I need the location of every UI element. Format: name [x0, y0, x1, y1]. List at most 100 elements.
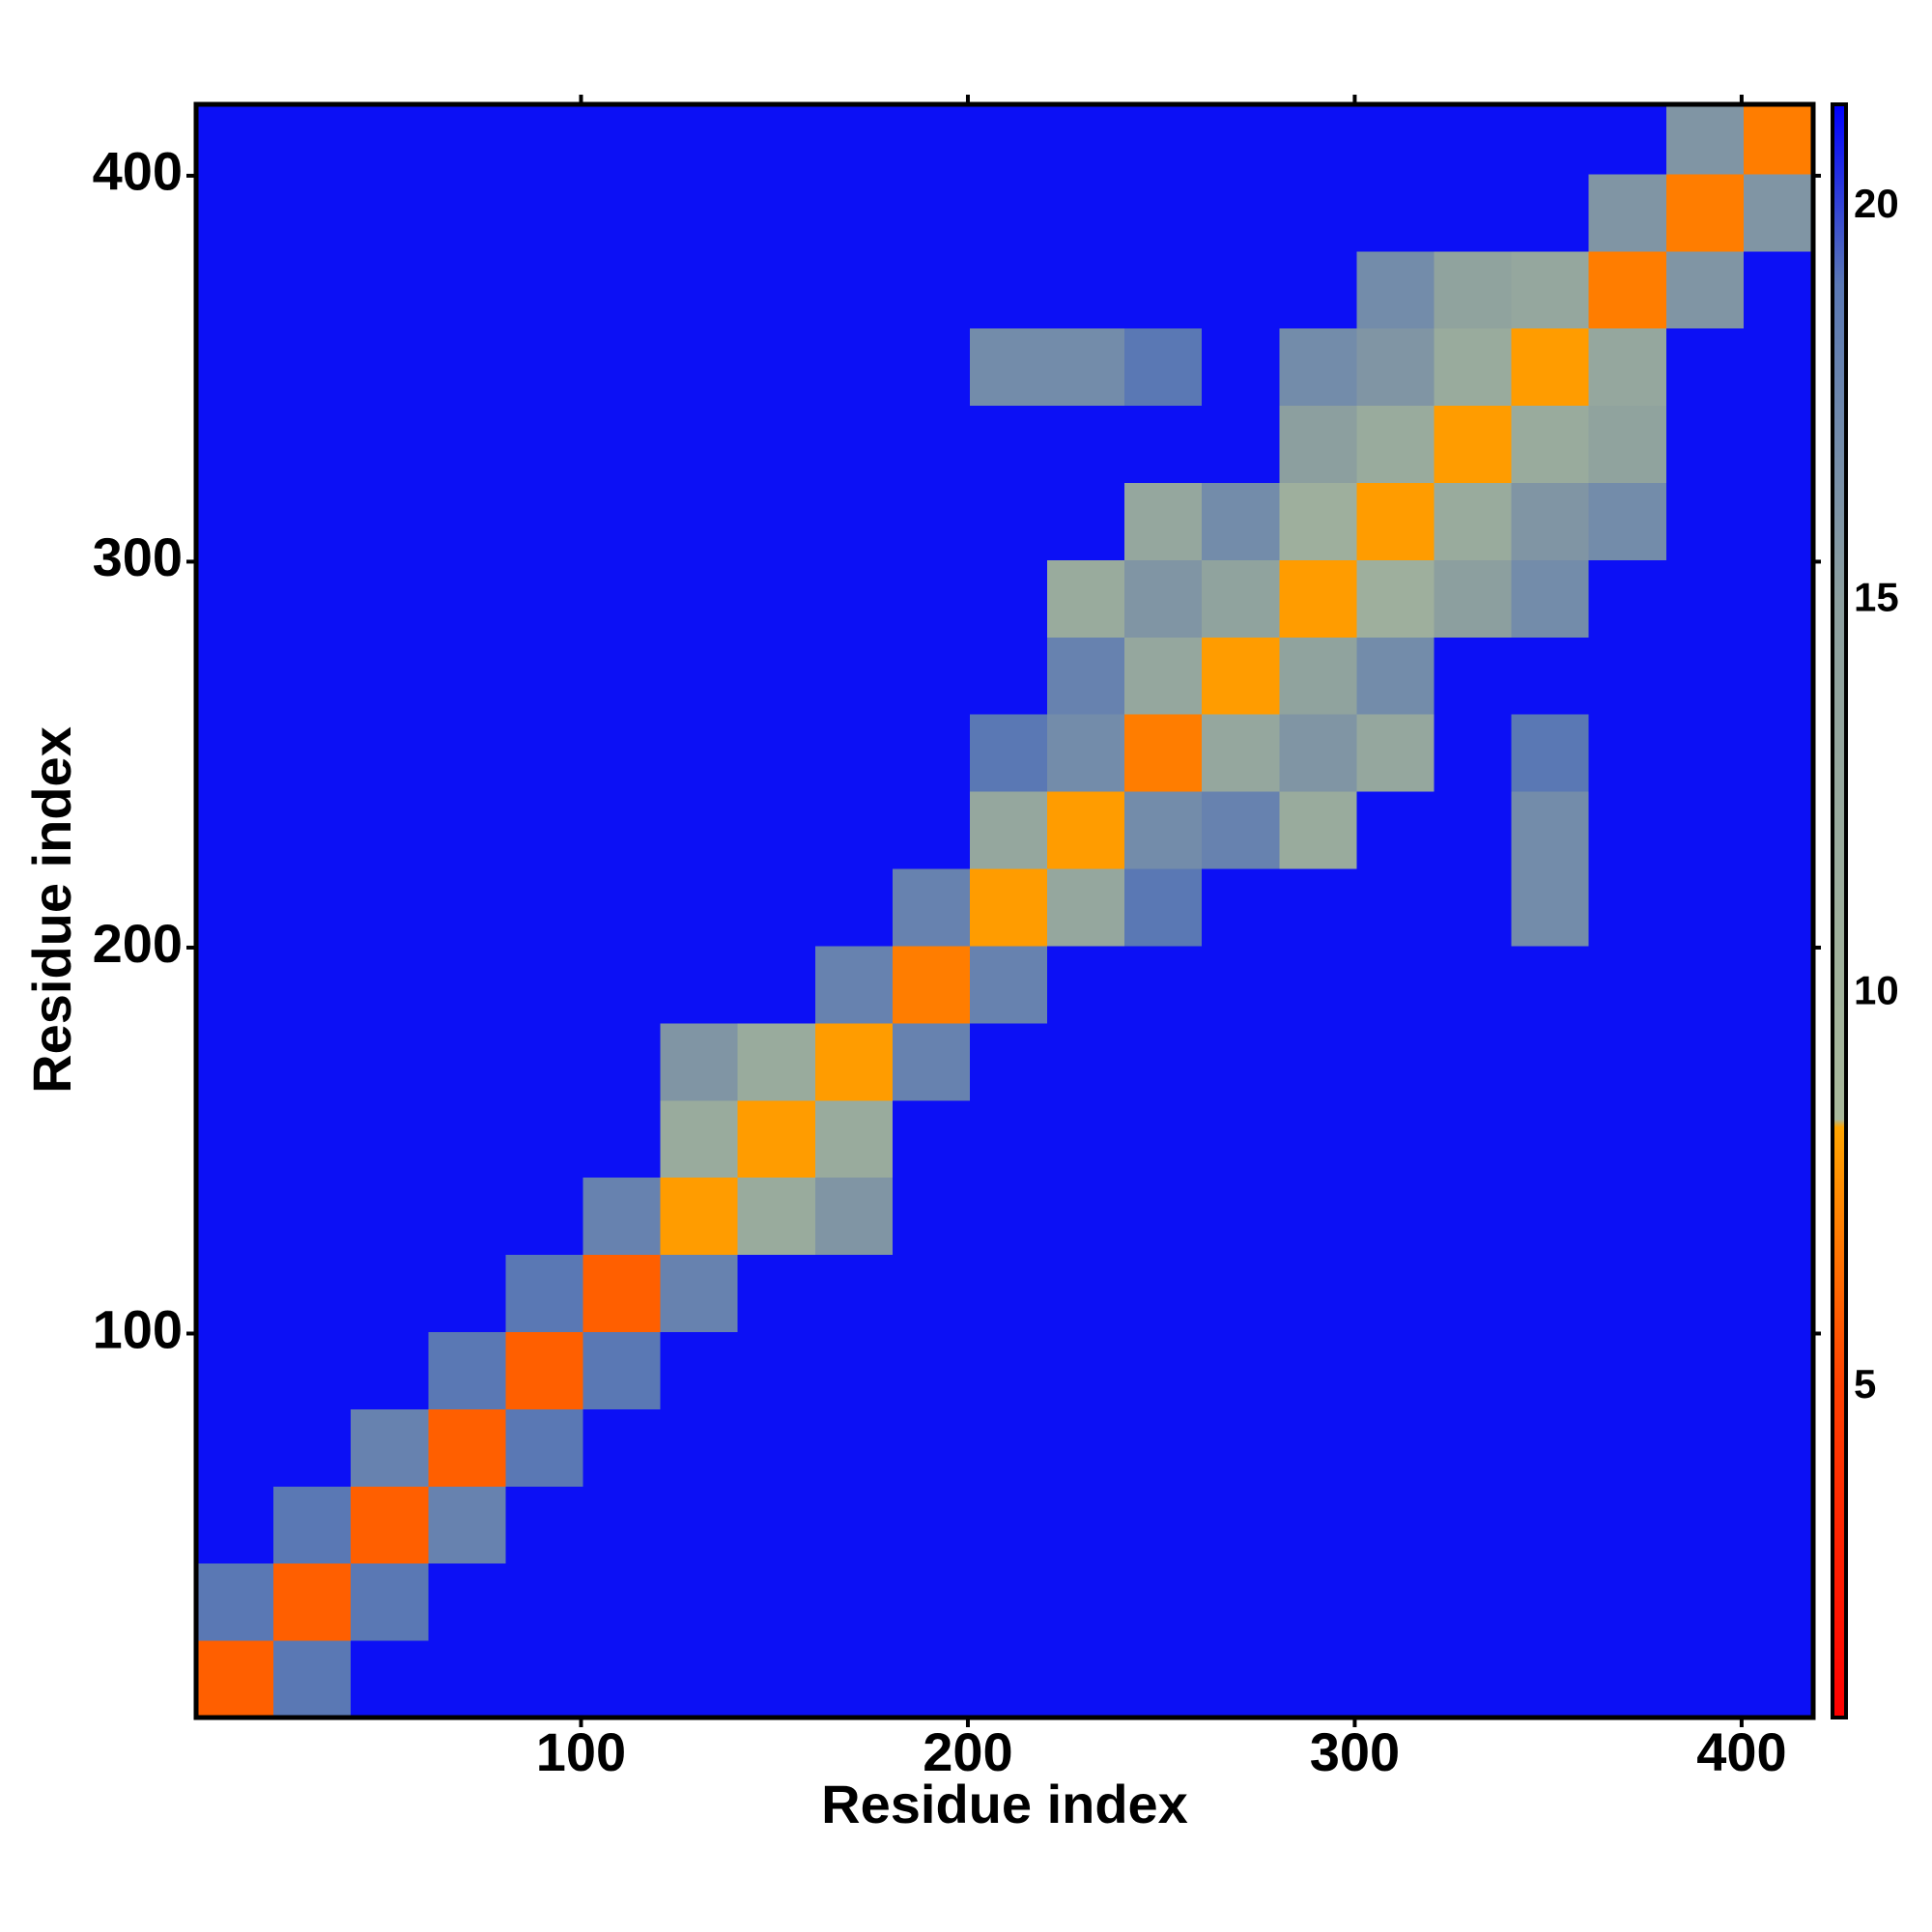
- heatmap-cell: [1434, 714, 1513, 792]
- heatmap-cell: [1743, 1408, 1814, 1487]
- heatmap-cell: [351, 1563, 429, 1641]
- heatmap-cell: [505, 559, 583, 638]
- heatmap-cell: [1202, 1408, 1280, 1487]
- heatmap-cell: [969, 559, 1048, 638]
- heatmap-cell: [892, 1408, 971, 1487]
- heatmap-cell: [1124, 1177, 1203, 1256]
- heatmap-cell: [814, 405, 894, 484]
- heatmap-cell: [1588, 714, 1667, 792]
- heatmap-cell: [660, 791, 739, 869]
- heatmap-cell: [1588, 791, 1667, 869]
- heatmap-cell: [1279, 1486, 1357, 1564]
- heatmap-cell: [1047, 791, 1125, 869]
- heatmap-cell: [1279, 1331, 1357, 1409]
- heatmap-cell: [582, 250, 662, 329]
- heatmap-cell: [1124, 868, 1203, 947]
- heatmap-cell: [1665, 250, 1745, 329]
- heatmap-cell: [737, 714, 816, 792]
- heatmap-cell: [1047, 1408, 1125, 1487]
- heatmap-cell: [1665, 327, 1745, 407]
- heatmap-cell: [660, 714, 739, 792]
- heatmap-cell: [1511, 104, 1590, 175]
- heatmap-cell: [428, 173, 506, 252]
- heatmap-cell: [1743, 1486, 1814, 1564]
- heatmap-cell: [351, 327, 429, 407]
- heatmap-cell: [1743, 1022, 1814, 1101]
- heatmap-cell: [1124, 1022, 1203, 1101]
- heatmap-cell: [737, 791, 816, 869]
- heatmap-cell: [1511, 1563, 1590, 1641]
- heatmap-cell: [660, 1408, 739, 1487]
- heatmap-cell: [1279, 1640, 1357, 1719]
- heatmap-cell: [351, 791, 429, 869]
- heatmap-cell: [1434, 173, 1513, 252]
- heatmap-cell: [1356, 637, 1435, 715]
- heatmap-cell: [351, 714, 429, 792]
- heatmap-cell: [273, 791, 352, 869]
- heatmap-cell: [1202, 1331, 1280, 1409]
- heatmap-cell: [892, 637, 971, 715]
- heatmap-cell: [1279, 1177, 1357, 1256]
- heatmap-cell: [1356, 945, 1435, 1024]
- heatmap-cell: [1665, 1331, 1745, 1409]
- heatmap-cell: [660, 1486, 739, 1564]
- heatmap-cell: [1511, 637, 1590, 715]
- heatmap-cell: [1047, 405, 1125, 484]
- heatmap-cell: [1202, 1640, 1280, 1719]
- heatmap-cell: [1665, 1177, 1745, 1256]
- heatmap-cell: [196, 714, 274, 792]
- heatmap-cell: [273, 1486, 352, 1564]
- heatmap-cell: [582, 1099, 662, 1179]
- heatmap-cell: [1124, 1640, 1203, 1719]
- heatmap-cell: [892, 559, 971, 638]
- heatmap-cell: [892, 714, 971, 792]
- heatmap-cell: [1588, 405, 1667, 484]
- heatmap-cell: [428, 1254, 506, 1332]
- heatmap-cell: [351, 1177, 429, 1256]
- heatmap-cell: [1588, 482, 1667, 560]
- heatmap-cell: [892, 1563, 971, 1641]
- heatmap-cell: [969, 714, 1048, 792]
- heatmap-cell: [814, 327, 894, 407]
- heatmap-cell: [1356, 714, 1435, 792]
- heatmap-cell: [273, 482, 352, 560]
- heatmap-cell: [1665, 714, 1745, 792]
- heatmap-cell: [892, 1331, 971, 1409]
- heatmap-cell: [969, 1022, 1048, 1101]
- heatmap-cell: [1124, 482, 1203, 560]
- heatmap-cell: [1665, 173, 1745, 252]
- heatmap-cell: [196, 791, 274, 869]
- heatmap-cell: [505, 482, 583, 560]
- heatmap-cell: [582, 104, 662, 175]
- heatmap-cell: [1202, 1099, 1280, 1179]
- heatmap-cell: [351, 1022, 429, 1101]
- colorbar-tick-label: 20: [1854, 181, 1899, 226]
- heatmap-cell: [1279, 868, 1357, 947]
- heatmap-cell: [892, 1099, 971, 1179]
- heatmap-cell: [1202, 1563, 1280, 1641]
- heatmap-cell: [1124, 1099, 1203, 1179]
- heatmap-cell: [1202, 791, 1280, 869]
- heatmap-cell: [737, 1563, 816, 1641]
- heatmap-cell: [1202, 250, 1280, 329]
- heatmap-cell: [1047, 868, 1125, 947]
- heatmap-cell: [1434, 559, 1513, 638]
- heatmap-cell: [582, 714, 662, 792]
- heatmap-cell: [1356, 405, 1435, 484]
- heatmap-cell: [1588, 1331, 1667, 1409]
- heatmap-cell: [582, 1254, 662, 1332]
- heatmap-cell: [660, 327, 739, 407]
- heatmap-cell: [428, 559, 506, 638]
- heatmap-cell: [1743, 868, 1814, 947]
- heatmap-cell: [737, 327, 816, 407]
- y-axis-title: Residue index: [21, 726, 82, 1094]
- heatmap-cell: [351, 1486, 429, 1564]
- heatmap-cell: [1124, 714, 1203, 792]
- heatmap-cell: [814, 1099, 894, 1179]
- heatmap-cell: [737, 559, 816, 638]
- heatmap-cell: [660, 637, 739, 715]
- heatmap-cell: [1434, 1486, 1513, 1564]
- heatmap-cell: [1511, 173, 1590, 252]
- heatmap-cell: [1279, 1022, 1357, 1101]
- heatmap-cell: [1743, 559, 1814, 638]
